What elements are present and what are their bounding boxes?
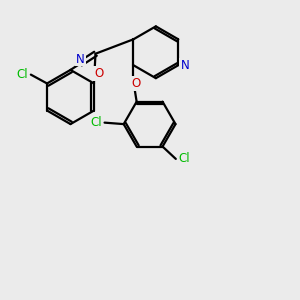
Text: O: O — [131, 77, 140, 90]
Text: Cl: Cl — [17, 68, 28, 81]
Text: Cl: Cl — [178, 152, 190, 165]
Text: N: N — [180, 59, 189, 72]
Text: N: N — [76, 52, 85, 65]
Text: O: O — [94, 68, 103, 80]
Text: Cl: Cl — [91, 116, 102, 129]
